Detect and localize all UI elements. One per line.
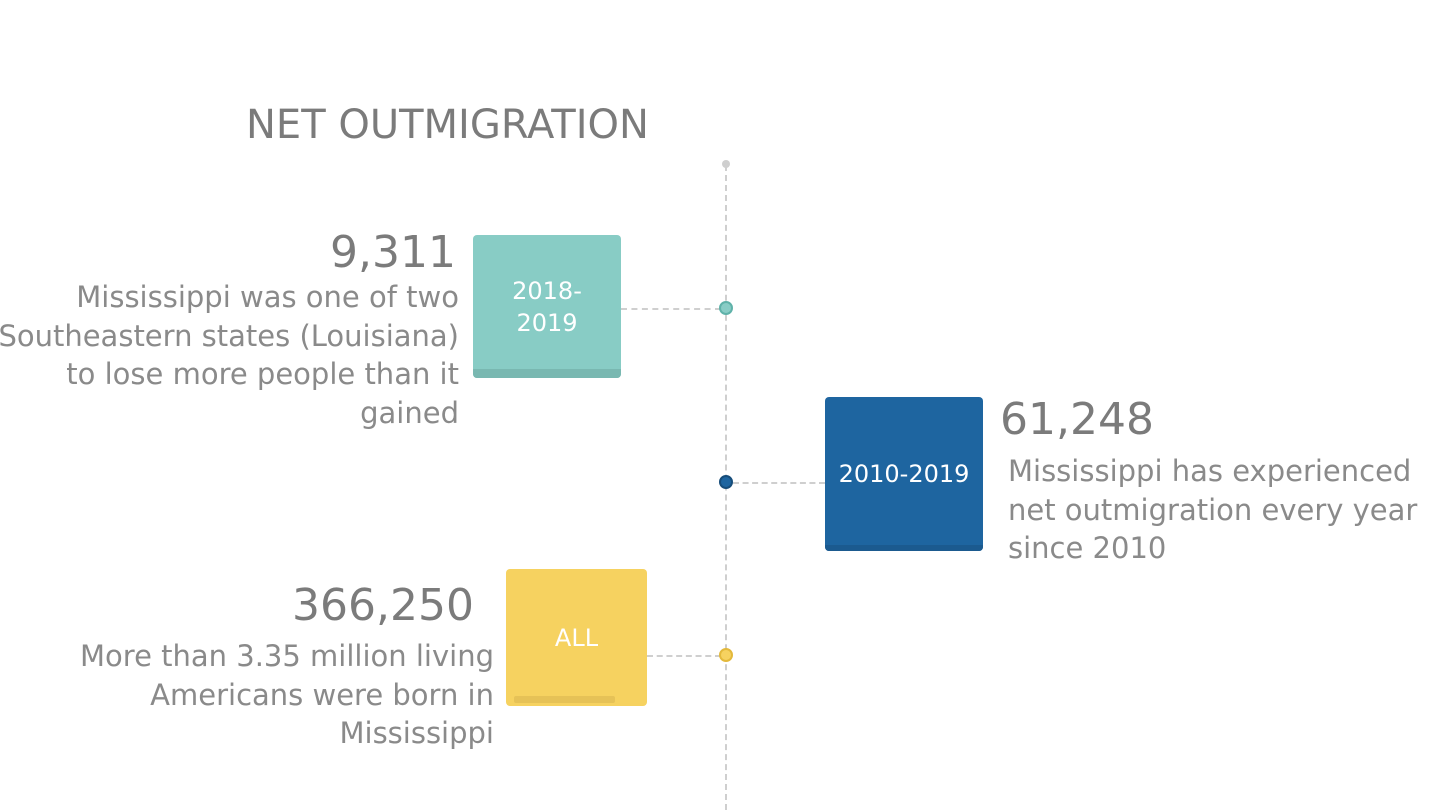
connector-line-all [647,655,721,657]
period-box-all: ALL [506,569,647,706]
stat-value-2018-2019: 9,311 [330,227,456,278]
period-label-2018-2019: 2018- 2019 [512,275,582,339]
period-label-line-1: 2018- [512,276,582,305]
period-label-line-2: 2019 [516,308,578,337]
stat-description-all: More than 3.35 million living Americans … [80,639,494,750]
stat-description-2010-2019: Mississippi has experienced net outmigra… [1008,454,1418,565]
page-title: NET OUTMIGRATION [246,102,649,148]
stat-description-2018-2019: Mississippi was one of two Southeastern … [0,280,459,430]
period-label-2010-2019: 2010-2019 [838,460,970,488]
period-label-all: ALL [554,623,599,652]
connector-line-2010-2019 [733,482,825,484]
period-box-shade [514,696,615,703]
period-box-2010-2019: 2010-2019 [825,397,983,551]
connector-line-2018-2019 [621,308,721,310]
timeline-node-2010-2019 [719,475,733,489]
period-box-2018-2019: 2018- 2019 [473,235,621,378]
stat-value-2010-2019: 61,248 [1000,394,1154,445]
period-box-shade [825,545,983,551]
timeline-axis-cap [722,160,730,168]
stat-value-all: 366,250 [292,580,474,631]
period-box-shade [473,369,621,378]
timeline-node-2018-2019 [719,301,733,315]
timeline-node-all [719,648,733,662]
